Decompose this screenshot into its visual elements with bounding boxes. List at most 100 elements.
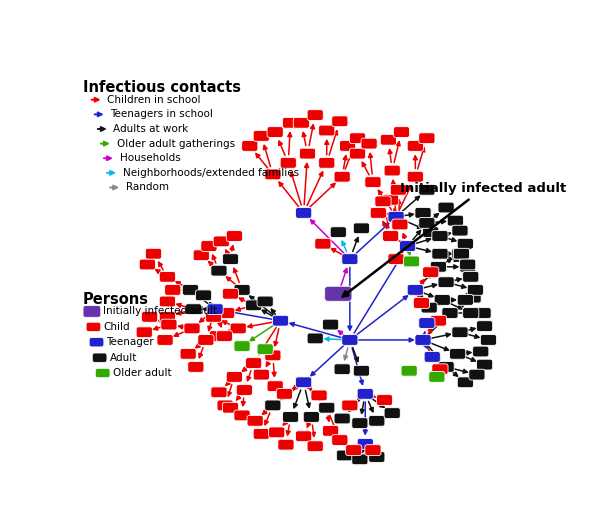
- FancyBboxPatch shape: [283, 412, 299, 423]
- FancyBboxPatch shape: [438, 277, 454, 288]
- FancyBboxPatch shape: [463, 271, 479, 282]
- FancyBboxPatch shape: [164, 285, 181, 295]
- FancyBboxPatch shape: [159, 271, 175, 282]
- FancyBboxPatch shape: [349, 133, 365, 144]
- FancyBboxPatch shape: [419, 185, 435, 195]
- FancyBboxPatch shape: [465, 292, 481, 303]
- FancyBboxPatch shape: [319, 157, 335, 168]
- FancyBboxPatch shape: [198, 335, 214, 345]
- FancyBboxPatch shape: [319, 402, 335, 413]
- Text: Child: Child: [103, 322, 130, 332]
- FancyBboxPatch shape: [334, 413, 350, 424]
- FancyBboxPatch shape: [136, 327, 152, 338]
- FancyBboxPatch shape: [234, 285, 250, 295]
- FancyBboxPatch shape: [401, 366, 417, 376]
- FancyBboxPatch shape: [216, 331, 232, 342]
- FancyBboxPatch shape: [253, 428, 269, 439]
- FancyBboxPatch shape: [463, 308, 479, 319]
- FancyBboxPatch shape: [383, 231, 399, 242]
- FancyBboxPatch shape: [370, 208, 386, 218]
- FancyBboxPatch shape: [193, 250, 209, 260]
- FancyBboxPatch shape: [434, 294, 451, 305]
- FancyBboxPatch shape: [353, 366, 370, 376]
- FancyBboxPatch shape: [452, 248, 468, 259]
- FancyBboxPatch shape: [334, 172, 350, 182]
- FancyBboxPatch shape: [475, 308, 491, 319]
- FancyBboxPatch shape: [467, 285, 484, 295]
- FancyBboxPatch shape: [303, 412, 319, 423]
- FancyBboxPatch shape: [352, 454, 368, 465]
- Text: Adult: Adult: [110, 353, 137, 362]
- FancyBboxPatch shape: [293, 118, 310, 128]
- FancyBboxPatch shape: [337, 450, 353, 461]
- FancyBboxPatch shape: [307, 110, 323, 120]
- FancyBboxPatch shape: [196, 290, 212, 301]
- FancyBboxPatch shape: [438, 202, 454, 213]
- FancyBboxPatch shape: [383, 195, 399, 205]
- FancyBboxPatch shape: [452, 327, 468, 338]
- FancyBboxPatch shape: [419, 133, 435, 144]
- FancyBboxPatch shape: [342, 400, 358, 411]
- FancyBboxPatch shape: [185, 304, 202, 314]
- FancyBboxPatch shape: [323, 425, 338, 436]
- FancyBboxPatch shape: [247, 415, 263, 426]
- FancyBboxPatch shape: [319, 125, 335, 136]
- FancyBboxPatch shape: [89, 338, 104, 347]
- FancyBboxPatch shape: [340, 141, 356, 151]
- FancyBboxPatch shape: [369, 415, 385, 426]
- FancyBboxPatch shape: [245, 300, 262, 311]
- Text: Random: Random: [126, 183, 169, 192]
- FancyBboxPatch shape: [384, 165, 400, 176]
- FancyBboxPatch shape: [296, 377, 312, 388]
- FancyBboxPatch shape: [296, 431, 312, 441]
- FancyBboxPatch shape: [188, 361, 204, 372]
- FancyBboxPatch shape: [253, 131, 269, 141]
- FancyBboxPatch shape: [330, 227, 346, 237]
- FancyBboxPatch shape: [211, 387, 227, 397]
- FancyBboxPatch shape: [299, 148, 316, 159]
- FancyBboxPatch shape: [432, 248, 448, 259]
- FancyBboxPatch shape: [357, 438, 373, 449]
- Text: Initially infected adult: Initially infected adult: [343, 182, 566, 297]
- FancyBboxPatch shape: [422, 227, 439, 237]
- FancyBboxPatch shape: [277, 389, 292, 399]
- FancyBboxPatch shape: [424, 351, 440, 362]
- FancyBboxPatch shape: [307, 333, 323, 344]
- FancyBboxPatch shape: [223, 254, 239, 265]
- FancyBboxPatch shape: [361, 138, 377, 149]
- FancyBboxPatch shape: [332, 116, 348, 127]
- FancyBboxPatch shape: [139, 259, 155, 270]
- FancyBboxPatch shape: [226, 371, 242, 382]
- FancyBboxPatch shape: [257, 344, 273, 355]
- FancyBboxPatch shape: [234, 340, 250, 351]
- FancyBboxPatch shape: [342, 254, 358, 265]
- FancyBboxPatch shape: [223, 402, 239, 413]
- FancyBboxPatch shape: [432, 364, 448, 374]
- FancyBboxPatch shape: [211, 265, 227, 276]
- FancyBboxPatch shape: [218, 308, 235, 319]
- FancyBboxPatch shape: [272, 315, 289, 326]
- FancyBboxPatch shape: [352, 418, 368, 428]
- FancyBboxPatch shape: [245, 358, 262, 368]
- FancyBboxPatch shape: [201, 241, 217, 252]
- FancyBboxPatch shape: [403, 256, 419, 267]
- FancyBboxPatch shape: [369, 451, 385, 462]
- FancyBboxPatch shape: [407, 172, 424, 182]
- Text: Infectious contacts: Infectious contacts: [83, 79, 241, 95]
- Text: Households: Households: [119, 153, 181, 163]
- FancyBboxPatch shape: [226, 231, 242, 242]
- FancyBboxPatch shape: [388, 211, 404, 222]
- FancyBboxPatch shape: [419, 218, 435, 229]
- Text: Adults at work: Adults at work: [113, 124, 189, 134]
- FancyBboxPatch shape: [457, 238, 473, 249]
- FancyBboxPatch shape: [430, 315, 446, 326]
- Text: Initially infected adult: Initially infected adult: [103, 306, 218, 316]
- FancyBboxPatch shape: [365, 177, 381, 188]
- FancyBboxPatch shape: [236, 384, 253, 395]
- FancyBboxPatch shape: [253, 369, 269, 380]
- Text: Older adult gatherings: Older adult gatherings: [116, 139, 235, 149]
- FancyBboxPatch shape: [265, 400, 281, 411]
- FancyBboxPatch shape: [223, 288, 239, 299]
- FancyBboxPatch shape: [280, 157, 296, 168]
- FancyBboxPatch shape: [430, 262, 446, 272]
